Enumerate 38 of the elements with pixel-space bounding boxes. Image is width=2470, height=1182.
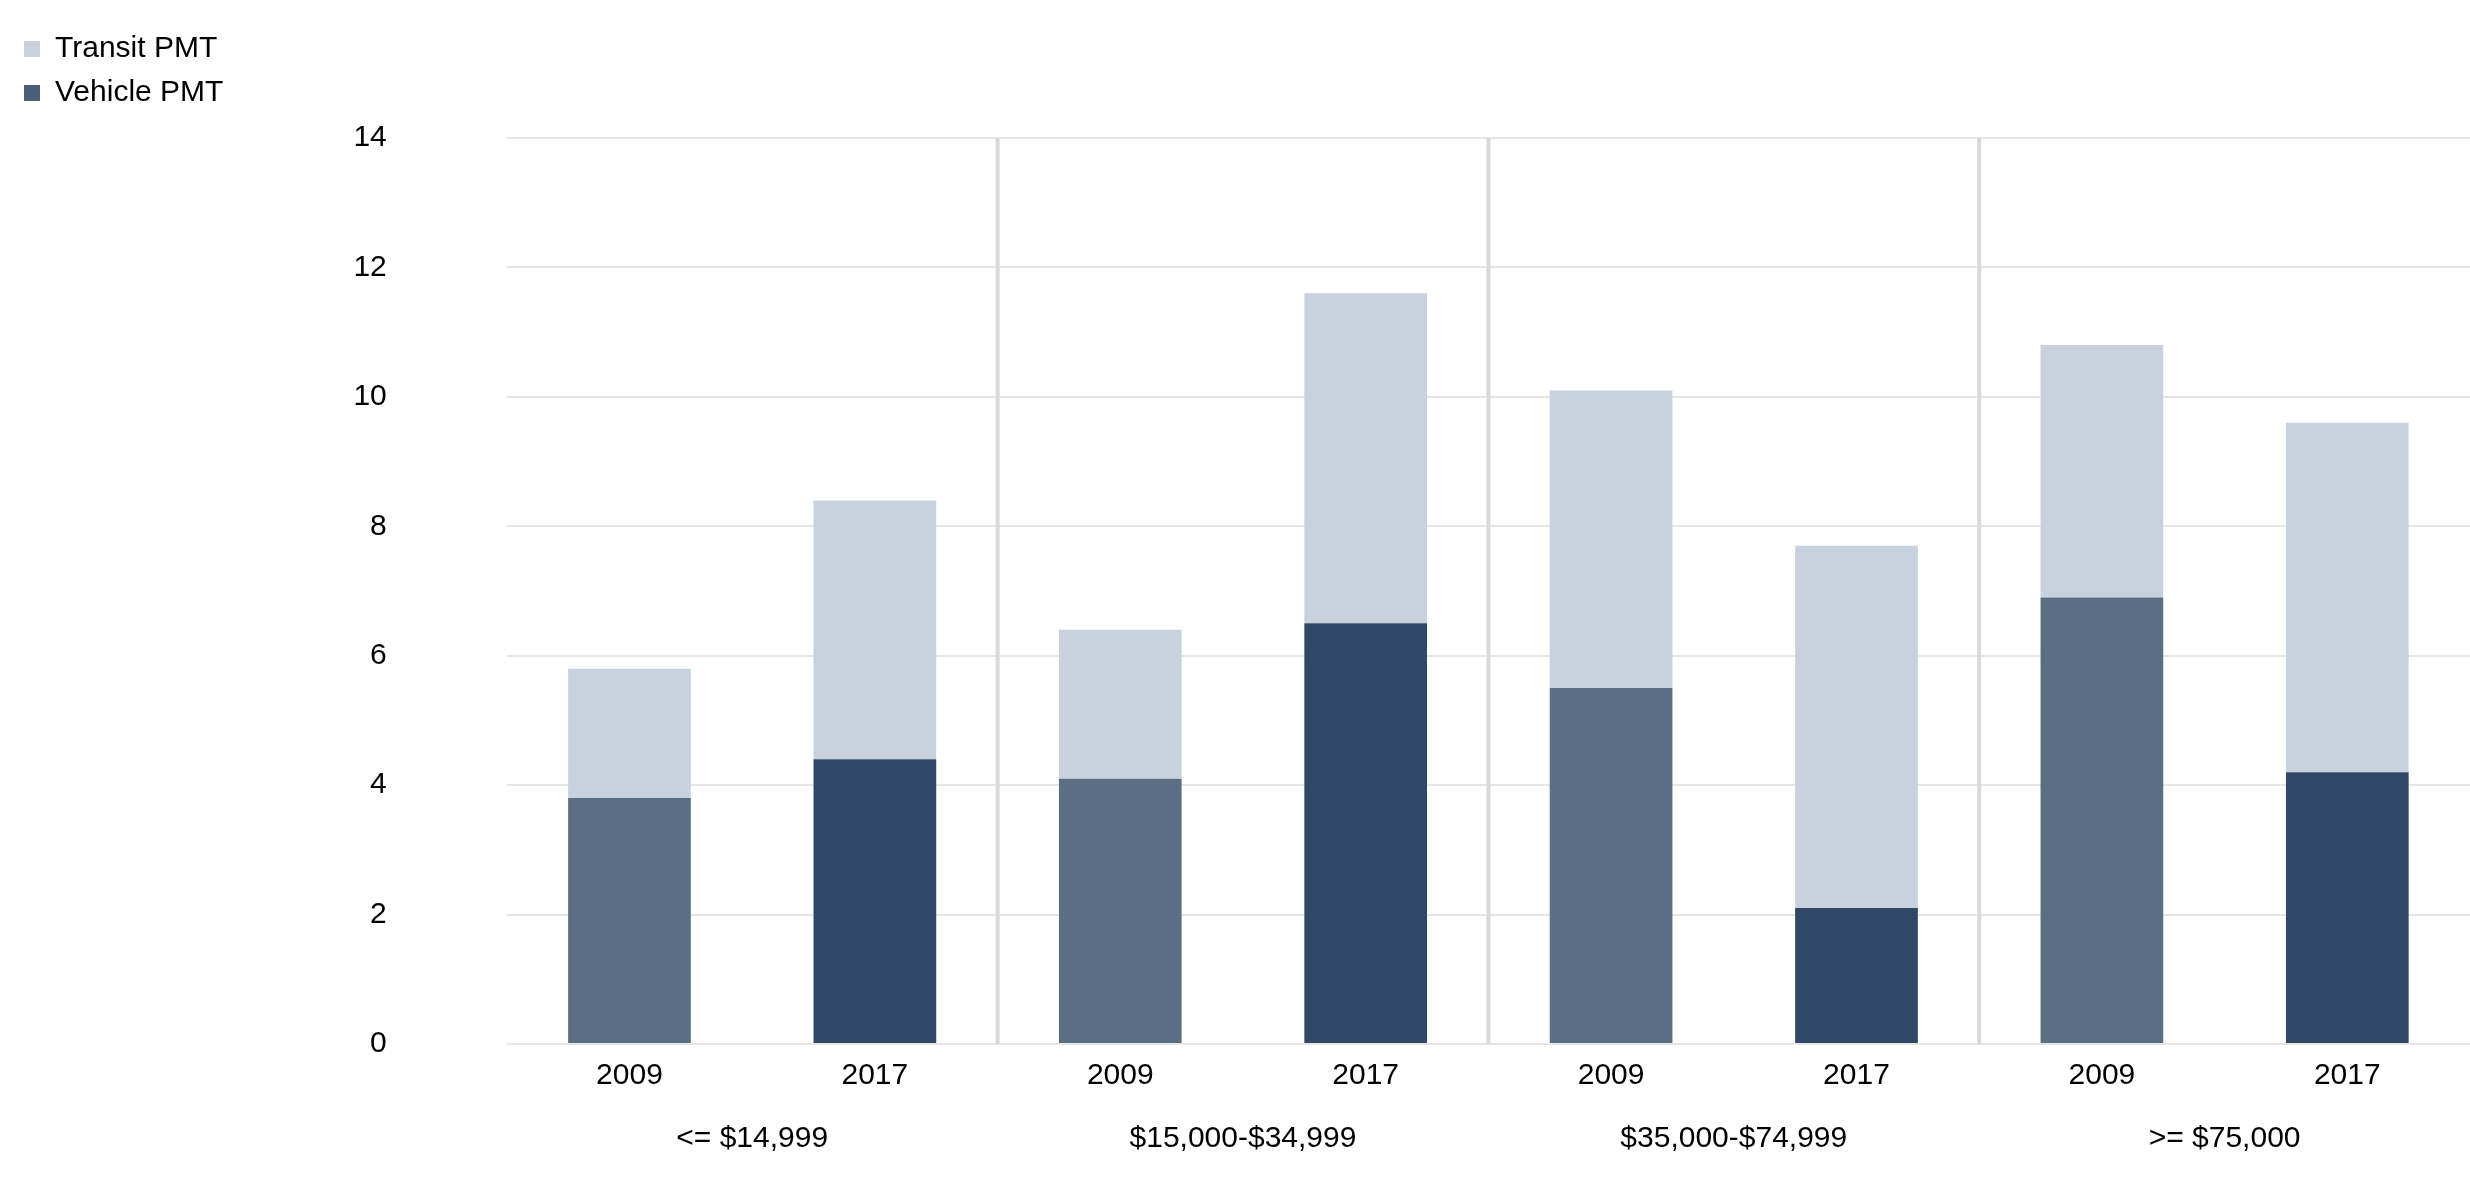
bar	[813, 759, 937, 1043]
x-tick-label: 2009	[1086, 1057, 1154, 1091]
bar	[1304, 293, 1428, 624]
bar	[1795, 545, 1918, 909]
y-tick-label: 2	[370, 895, 387, 929]
bar	[1549, 390, 1673, 689]
y-tick-label: 0	[370, 1025, 387, 1059]
x-tick-label: 2017	[1823, 1057, 1890, 1091]
y-tick-label: 6	[370, 636, 387, 670]
x-tick-label: 2017	[841, 1057, 909, 1091]
bar	[1058, 778, 1182, 1043]
bar	[2285, 422, 2409, 773]
bar	[568, 668, 691, 799]
text: <= $14,999	[676, 1120, 829, 1154]
y-tick-label: 14	[353, 119, 387, 153]
y-tick-label: 10	[353, 378, 387, 412]
y-tick-label: 12	[353, 248, 387, 282]
bar	[2040, 345, 2164, 598]
text: $15,000-$34,999	[1129, 1120, 1357, 1154]
bar	[1058, 629, 1182, 779]
legend-label: Vehicle PMT	[55, 74, 224, 108]
x-tick-label: 2017	[1332, 1057, 1400, 1091]
bar	[2040, 597, 2164, 1043]
y-tick-label: 8	[370, 507, 387, 541]
bar	[813, 500, 937, 760]
text: >= $75,000	[2148, 1120, 2301, 1154]
x-tick-label: 2017	[2313, 1057, 2381, 1091]
bar	[1549, 688, 1673, 1043]
bar	[1304, 623, 1428, 1043]
x-tick-label: 2009	[596, 1057, 663, 1091]
legend-label: Transit PMT	[55, 30, 218, 64]
bar	[2285, 772, 2409, 1043]
bar	[1795, 908, 1918, 1043]
y-tick-label: 4	[370, 766, 387, 800]
text: $35,000-$74,999	[1620, 1120, 1848, 1154]
x-tick-label: 2009	[1577, 1057, 1645, 1091]
bar	[568, 798, 691, 1043]
x-tick-label: 2009	[2068, 1057, 2136, 1091]
